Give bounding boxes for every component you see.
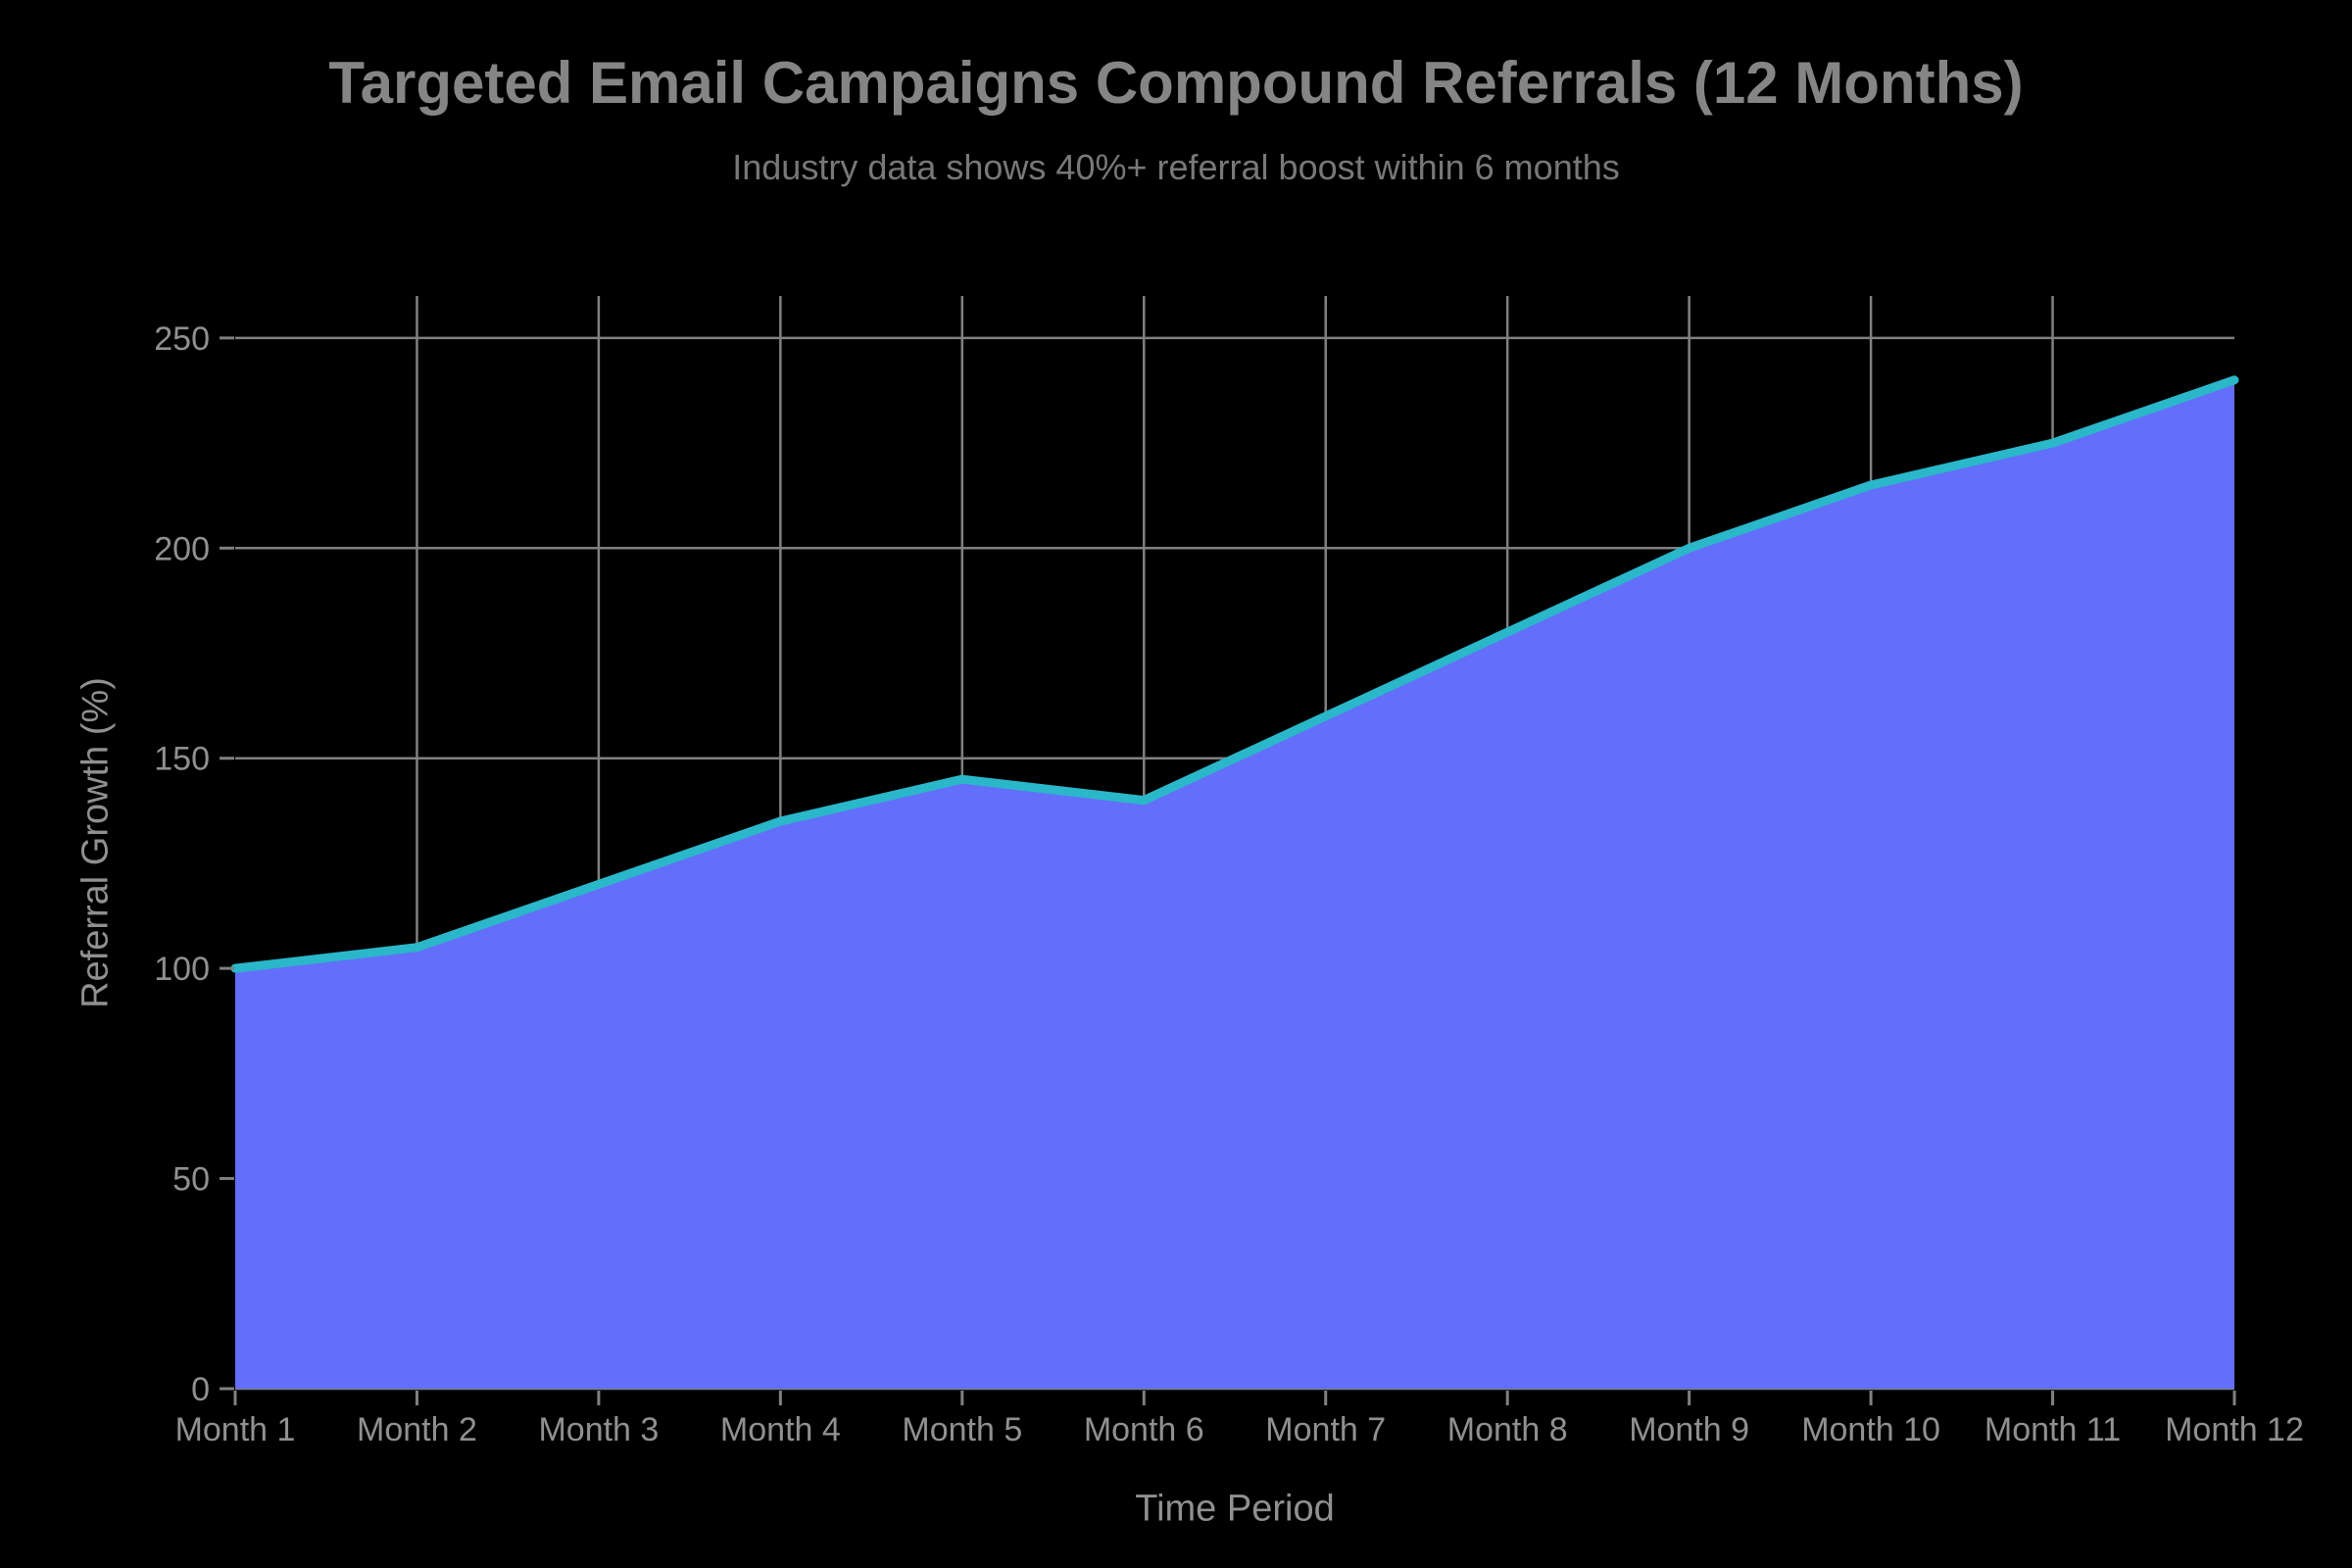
y-tick-label: 200 xyxy=(154,530,210,567)
y-axis-title: Referral Growth (%) xyxy=(74,677,117,1008)
y-tick-label: 100 xyxy=(154,951,210,988)
x-tick-label: Month 4 xyxy=(720,1411,841,1448)
y-tick-label: 0 xyxy=(191,1371,210,1408)
x-tick-label: Month 11 xyxy=(1984,1411,2121,1448)
x-tick-label: Month 6 xyxy=(1084,1411,1204,1448)
x-tick-label: Month 5 xyxy=(902,1411,1022,1448)
x-tick-label: Month 12 xyxy=(2165,1411,2304,1448)
x-axis-title: Time Period xyxy=(1135,1488,1335,1530)
x-tick-label: Month 1 xyxy=(175,1411,296,1448)
x-tick-label: Month 3 xyxy=(538,1411,659,1448)
x-tick-label: Month 2 xyxy=(357,1411,477,1448)
trend-line xyxy=(230,375,2239,973)
x-tick-label: Month 7 xyxy=(1265,1411,1386,1448)
y-tick-label: 50 xyxy=(172,1161,210,1199)
x-tick-label: Month 10 xyxy=(1801,1411,1940,1448)
chart-subtitle: Industry data shows 40%+ referral boost … xyxy=(732,147,1620,187)
chart-title: Targeted Email Campaigns Compound Referr… xyxy=(328,50,2024,116)
axis-ticks: 0 50 100 150 200 250 Month 1 Month 2 Month 3 Mont… xyxy=(154,320,2304,1448)
x-tick-label: Month 9 xyxy=(1629,1411,1749,1448)
x-tick-label: Month 8 xyxy=(1447,1411,1568,1448)
y-tick-label: 250 xyxy=(154,320,210,358)
y-tick-label: 150 xyxy=(154,741,210,778)
area-fill xyxy=(235,379,2234,1389)
